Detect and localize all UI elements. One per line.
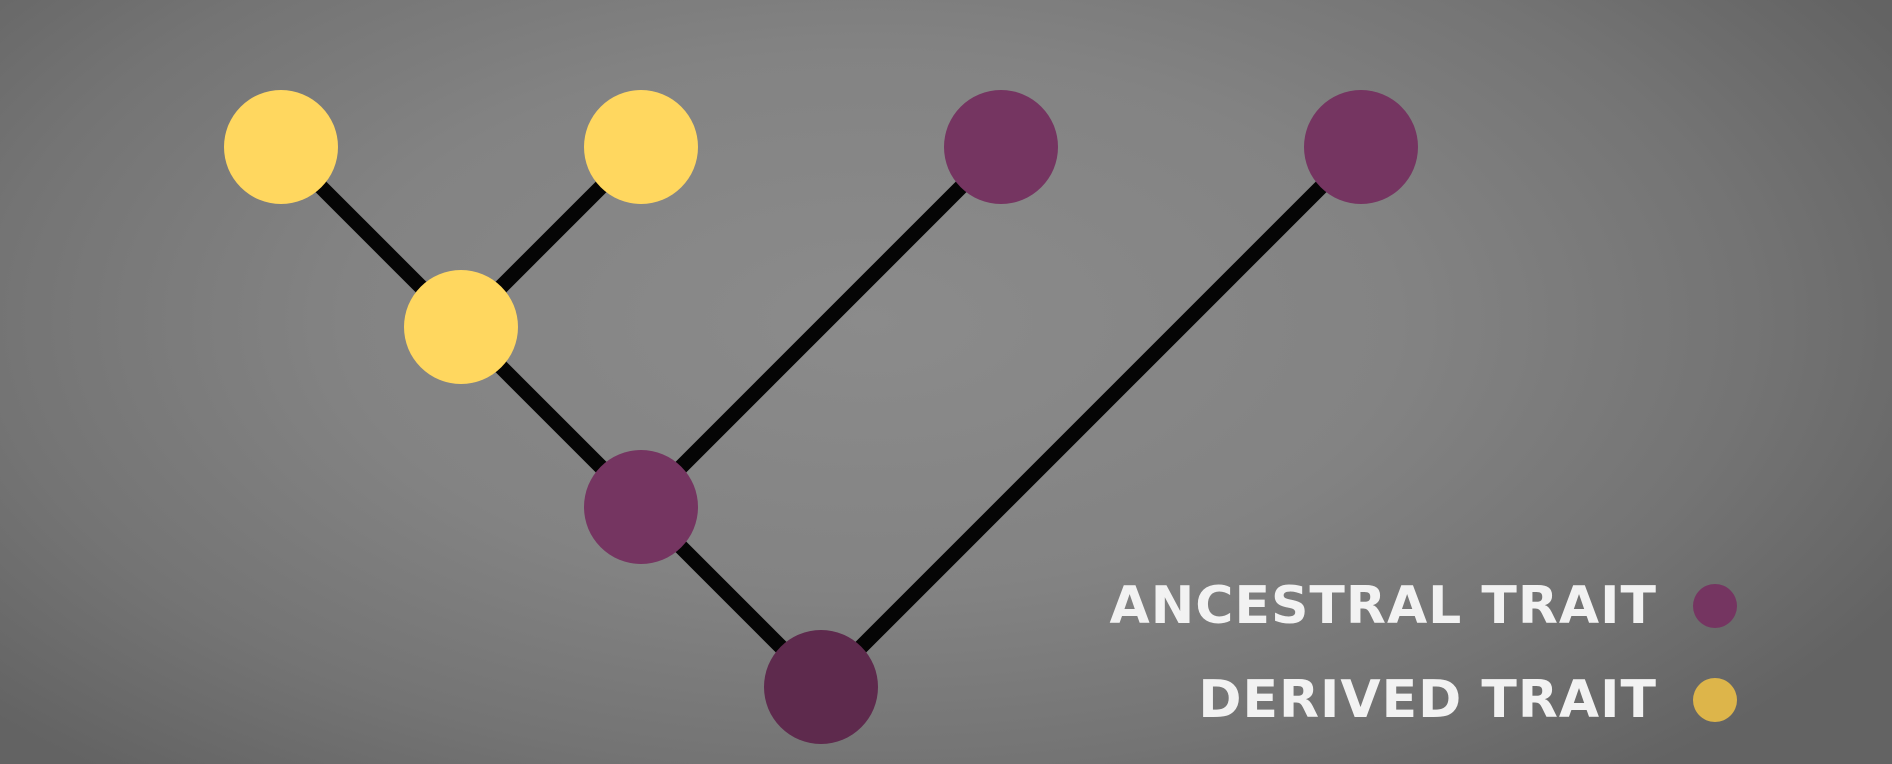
branch-tip-4-root	[815, 141, 1367, 693]
node-node-b-ancestral	[584, 450, 698, 564]
node-node-a-derived	[404, 270, 518, 384]
node-tip-2-derived	[584, 90, 698, 204]
branch-tip-3-node-b	[635, 141, 1007, 513]
node-tip-4-ancestral	[1304, 90, 1418, 204]
legend-derived: DERIVED TRAIT	[1198, 674, 1737, 726]
legend-derived-swatch	[1693, 678, 1737, 722]
tree-nodes	[224, 90, 1418, 744]
node-root-ancestral	[764, 630, 878, 744]
legend-ancestral: ANCESTRAL TRAIT	[1110, 580, 1737, 632]
legend-ancestral-swatch	[1693, 584, 1737, 628]
legend-ancestral-label: ANCESTRAL TRAIT	[1109, 576, 1657, 636]
legend-derived-label: DERIVED TRAIT	[1198, 670, 1657, 730]
node-tip-1-derived	[224, 90, 338, 204]
node-tip-3-ancestral	[944, 90, 1058, 204]
